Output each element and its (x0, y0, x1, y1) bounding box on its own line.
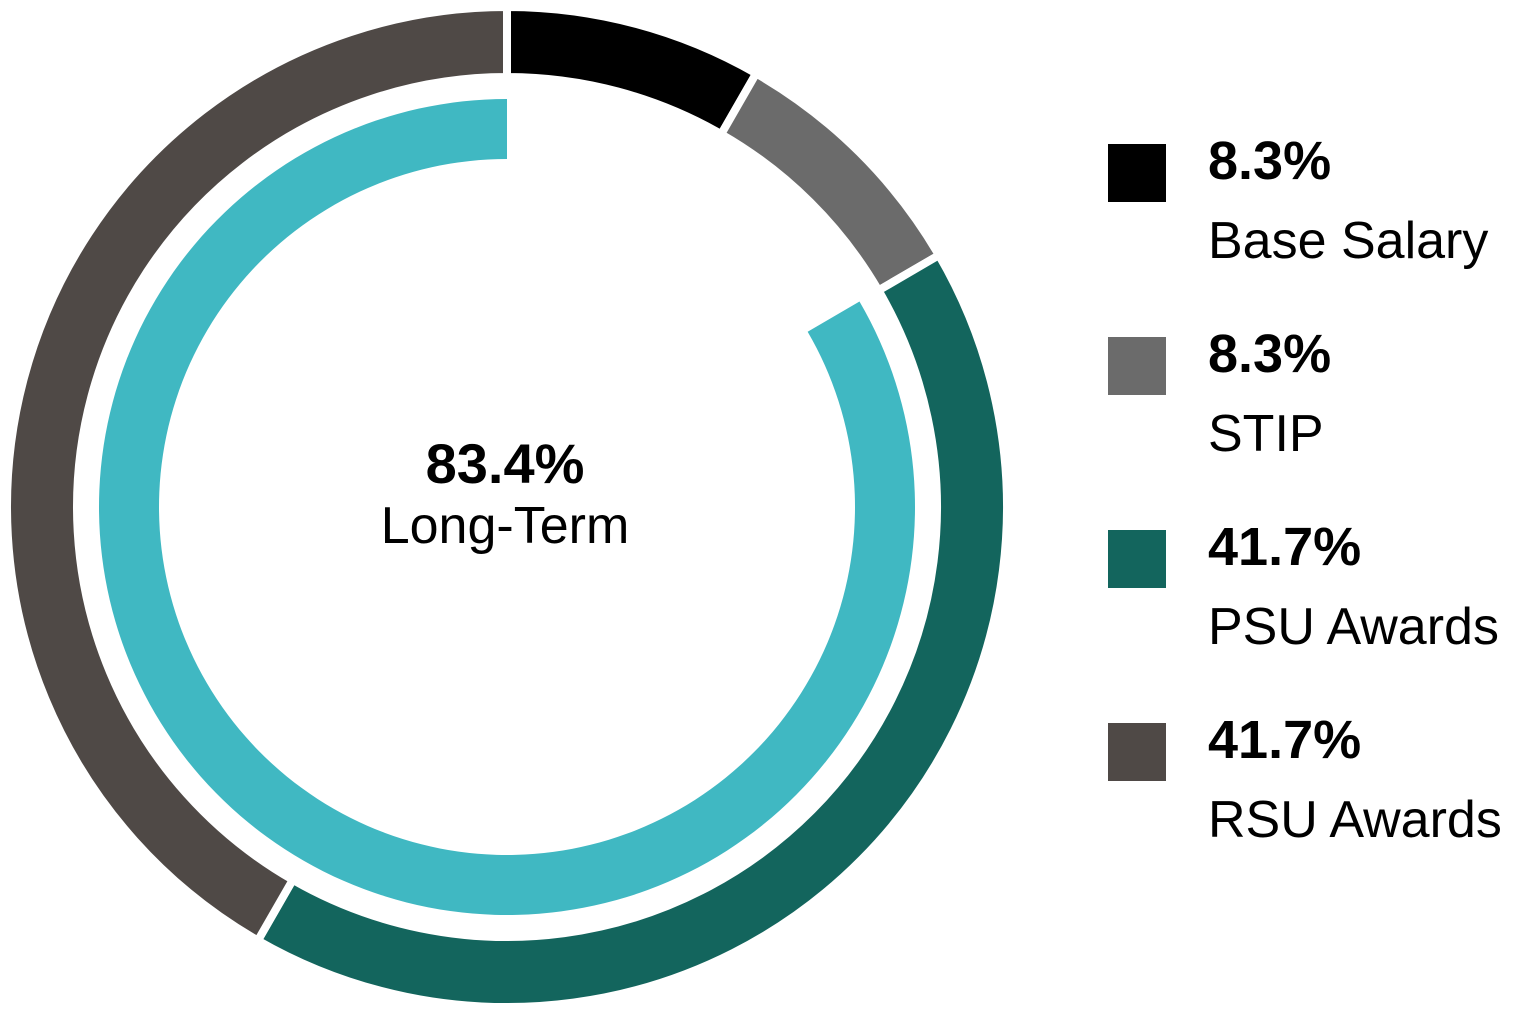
outer-ring (3, 2, 1011, 1011)
outer-slice-base-salary (503, 2, 762, 140)
legend-value-psu-awards: 41.7% (1208, 517, 1362, 577)
legend-item-stip: 8.3% STIP (1108, 321, 1523, 514)
legend-swatch-base-salary (1108, 144, 1166, 202)
center-value: 83.4% (425, 432, 585, 495)
legend-swatch-stip (1108, 337, 1166, 395)
legend-value-stip: 8.3% (1208, 324, 1332, 384)
legend-swatch-rsu-awards (1108, 723, 1166, 781)
outer-slice-stip (715, 68, 945, 296)
legend-swatch-psu-awards (1108, 530, 1166, 588)
donut-chart (3, 2, 1011, 1011)
legend-value-base-salary: 8.3% (1208, 131, 1332, 191)
legend: 8.3% Base Salary 8.3% STIP 41.7% PSU Awa… (1108, 128, 1523, 900)
legend-item-rsu-awards: 41.7% RSU Awards (1108, 707, 1523, 900)
legend-label-psu-awards: PSU Awards (1208, 598, 1499, 656)
center-name: Long-Term (380, 497, 630, 555)
outer-slice-rsu-awards (3, 2, 511, 947)
legend-label-rsu-awards: RSU Awards (1208, 791, 1502, 849)
legend-item-base-salary: 8.3% Base Salary (1108, 128, 1523, 321)
legend-label-base-salary: Base Salary (1208, 212, 1489, 270)
center-label: 83.4% Long-Term (255, 432, 755, 556)
legend-label-stip: STIP (1208, 405, 1324, 463)
outer-slice-psu-awards (252, 249, 1011, 1011)
legend-value-rsu-awards: 41.7% (1208, 710, 1362, 770)
legend-item-psu-awards: 41.7% PSU Awards (1108, 514, 1523, 707)
